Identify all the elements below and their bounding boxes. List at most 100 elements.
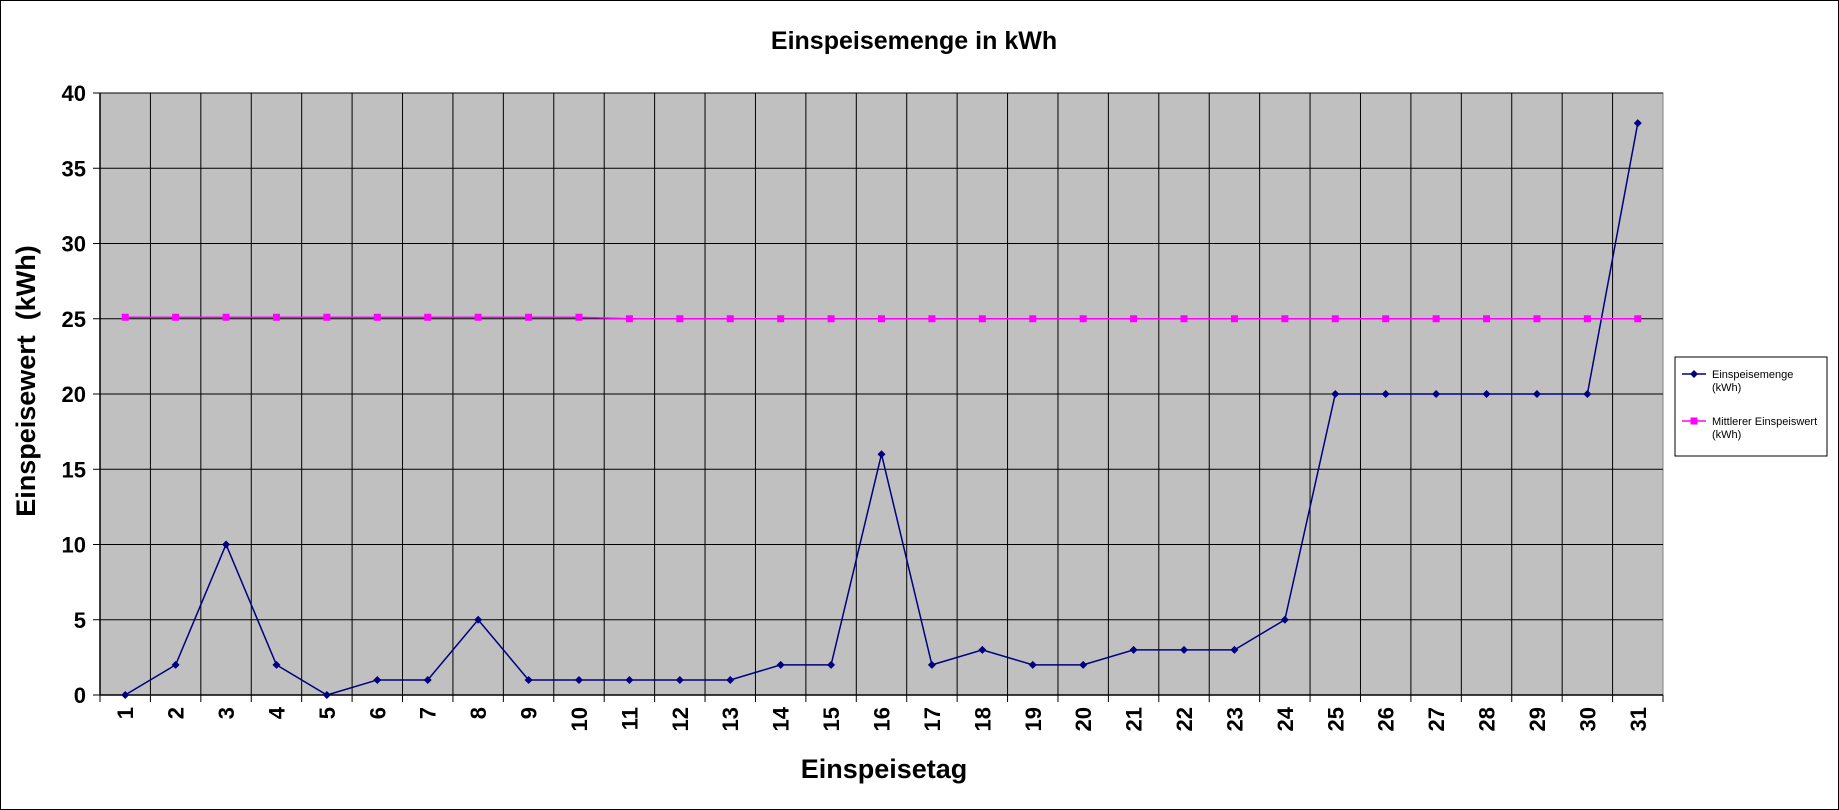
data-point: [222, 540, 231, 549]
axes: [93, 92, 1664, 702]
data-point: [322, 691, 331, 699]
x-tick-label: 20: [1071, 707, 1096, 731]
x-tick-label: 25: [1323, 707, 1348, 731]
x-tick-label: 24: [1273, 706, 1298, 731]
data-point: [827, 660, 836, 669]
y-tick-labels: 0 5 10 15 20 25 30 35 40: [62, 81, 86, 708]
data-point: [1583, 390, 1592, 398]
x-tick-label: 7: [416, 707, 441, 719]
data-point: [474, 313, 482, 321]
data-point: [675, 675, 684, 684]
data-point: [827, 315, 835, 323]
data-point: [1230, 645, 1239, 654]
data-point: [1280, 615, 1289, 624]
chart-title: Einspeisemenge in kWh: [771, 27, 1057, 55]
x-tick-label: 6: [365, 707, 390, 719]
series-layer: [121, 119, 1642, 699]
data-point: [928, 315, 936, 323]
data-point: [1532, 390, 1541, 398]
data-point: [978, 315, 986, 323]
legend-item: Einspeisemenge(kWh): [1682, 369, 1793, 394]
data-point: [877, 450, 886, 459]
data-point: [726, 675, 735, 684]
data-point: [1634, 315, 1642, 323]
y-tick-label: 5: [74, 608, 86, 633]
series-1: [121, 119, 1642, 699]
x-tick-label: 9: [517, 707, 542, 719]
x-tick-label: 26: [1374, 707, 1399, 731]
x-tick-labels: 1 2 3 4 5 6 7 8 9 10 11 12 13 14 15 16 17 18 19 20 21 22 23 24 2…: [113, 706, 1651, 731]
x-tick-label: 18: [970, 707, 995, 731]
x-tick-label: 2: [164, 707, 189, 719]
data-point: [776, 660, 785, 669]
data-point: [272, 313, 280, 321]
y-tick-label: 35: [62, 156, 86, 181]
x-axis-title: Einspeisetag: [801, 754, 968, 784]
x-tick-label: 1: [113, 707, 138, 719]
x-tick-label: 28: [1475, 707, 1500, 731]
data-point: [1130, 315, 1138, 323]
data-point: [1382, 315, 1390, 323]
y-tick-label: 0: [74, 683, 86, 708]
data-point: [1079, 315, 1087, 323]
data-point: [373, 675, 382, 684]
x-tick-label: 15: [819, 707, 844, 731]
data-point: [1583, 315, 1591, 323]
data-point: [878, 315, 885, 323]
x-tick-label: 27: [1424, 707, 1449, 731]
data-point: [777, 315, 785, 323]
data-point: [121, 691, 130, 699]
data-point: [625, 315, 633, 323]
data-point: [525, 313, 533, 321]
x-tick-label: 13: [718, 707, 743, 731]
data-point: [424, 313, 432, 321]
data-point: [1533, 315, 1541, 323]
x-tick-label: 23: [1222, 707, 1247, 731]
y-axis-title: Einspeisewert (kWh): [11, 245, 41, 517]
x-tick-label: 17: [920, 707, 945, 731]
x-tick-label: 30: [1575, 707, 1600, 731]
data-point: [1483, 315, 1491, 323]
data-point: [1331, 315, 1339, 323]
x-tick-label: 21: [1122, 707, 1147, 731]
x-tick-label: 12: [668, 707, 693, 731]
data-point: [1129, 645, 1138, 654]
y-tick-label: 10: [62, 533, 86, 558]
data-point: [474, 615, 483, 624]
y-tick-label: 20: [62, 382, 86, 407]
x-tick-label: 14: [769, 706, 794, 731]
data-point: [1029, 315, 1037, 323]
x-tick-label: 4: [264, 706, 289, 719]
data-point: [373, 313, 381, 321]
x-tick-label: 31: [1626, 707, 1651, 731]
x-tick-label: 5: [315, 707, 340, 719]
data-point: [1230, 315, 1238, 323]
x-tick-label: 19: [1021, 707, 1046, 731]
data-point: [222, 313, 230, 321]
legend-label: (kWh): [1712, 382, 1741, 394]
x-tick-label: 22: [1172, 707, 1197, 731]
data-point: [1331, 390, 1340, 398]
data-point: [676, 315, 684, 323]
data-point: [1281, 315, 1289, 323]
data-point: [1633, 119, 1642, 128]
data-point: [726, 315, 734, 323]
data-point: [1180, 315, 1188, 323]
series-2: [121, 313, 1642, 323]
data-point: [625, 675, 634, 684]
legend-item: Mittlerer Einspeiswert(kWh): [1682, 416, 1817, 441]
data-point: [1432, 315, 1440, 323]
data-point: [1432, 390, 1441, 398]
data-point: [1028, 660, 1037, 669]
data-point: [423, 675, 432, 684]
x-tick-label: 29: [1525, 707, 1550, 731]
legend-label: (kWh): [1712, 429, 1741, 441]
y-tick-label: 40: [62, 81, 86, 106]
data-point: [1482, 390, 1491, 398]
data-point: [524, 675, 533, 684]
data-point: [1180, 645, 1189, 654]
data-point: [272, 660, 281, 669]
x-tick-label: 8: [466, 707, 491, 719]
x-tick-label: 10: [567, 707, 592, 731]
